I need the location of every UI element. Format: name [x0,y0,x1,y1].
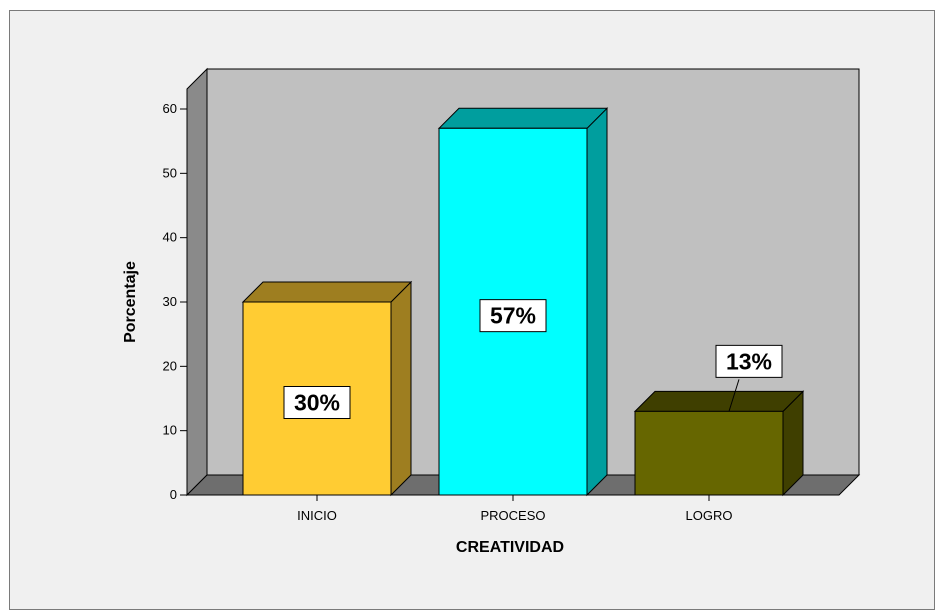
data-label: 30% [283,386,351,419]
bar [634,410,784,496]
data-label: 13% [715,344,783,412]
x-axis-title: CREATIVIDAD [456,539,564,556]
y-tick-label: 0 [170,487,177,502]
data-label-box [283,386,351,419]
y-axis: 0 10 20 30 40 50 60 [163,101,188,502]
y-tick-label: 60 [163,101,177,116]
y-tick-label: 30 [163,294,177,309]
bar-side [390,280,412,497]
data-label-box [715,344,783,378]
data-label: 57% [479,299,547,333]
data-label-text: 57% [490,303,536,329]
x-axis: INICIO PROCESO LOGRO [187,494,839,523]
x-category-label: INICIO [297,508,337,523]
data-label-box [479,299,547,333]
y-tick-label: 10 [163,423,177,438]
plot-side-wall [186,67,208,497]
x-category-label: LOGRO [686,508,733,523]
data-label-text: 13% [726,348,772,374]
y-axis-title: Porcentaje [122,261,139,343]
data-labels: 30% 57% 13% [283,299,783,419]
x-category-label: PROCESO [480,508,545,523]
y-tick-label: 20 [163,358,177,373]
bar-side [586,107,608,497]
bar-top [633,390,805,412]
bar-logro [633,390,805,497]
y-tick-label: 40 [163,230,177,245]
data-label-leader [728,379,740,412]
data-label-text: 30% [294,390,340,416]
chart-frame: 0 10 20 30 40 50 60 INICIO PROCESO LOGRO 30% 57% 1… [9,10,935,610]
y-tick-label: 50 [163,165,177,180]
bar-top [241,281,413,303]
bar-top [437,107,609,129]
bar-chart: 0 10 20 30 40 50 60 INICIO PROCESO LOGRO 30% 57% 1… [122,67,861,556]
